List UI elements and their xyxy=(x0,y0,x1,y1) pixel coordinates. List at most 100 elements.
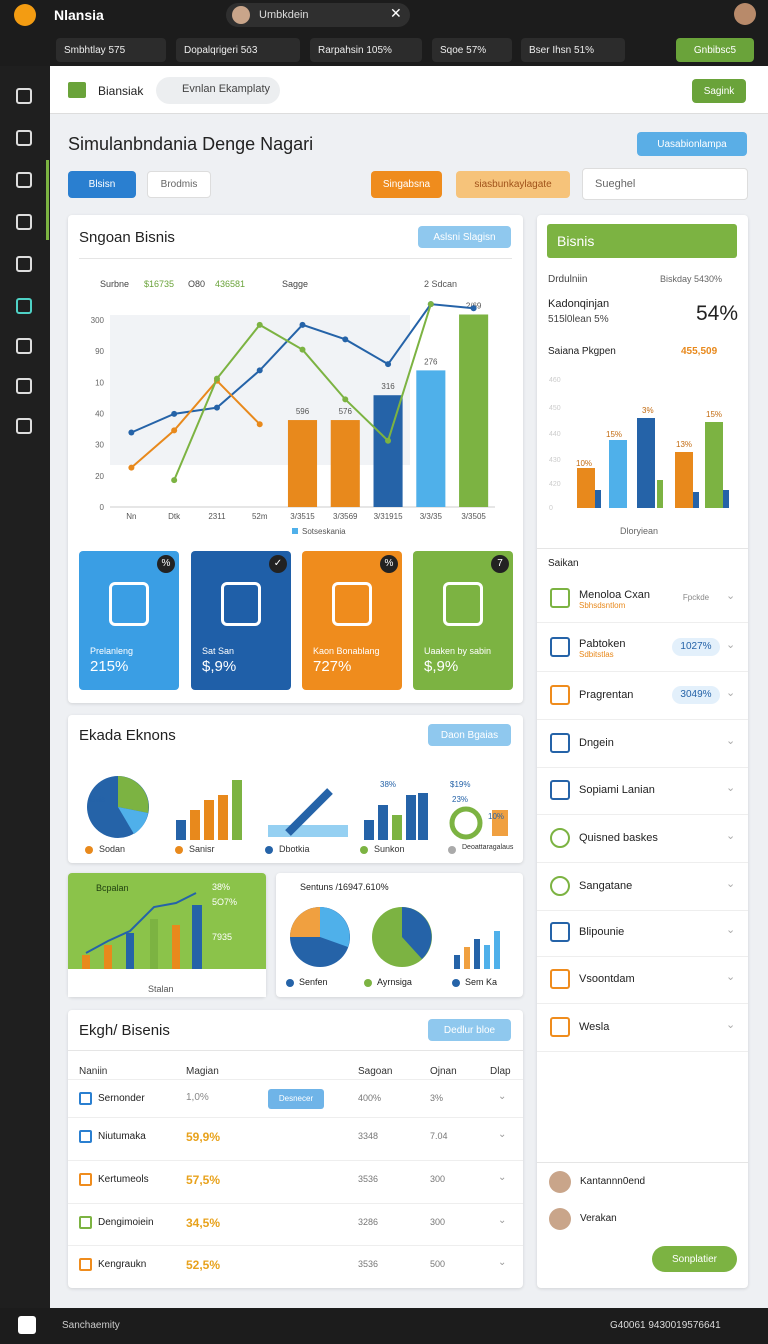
list-name[interactable]: Vsoontdam xyxy=(579,973,635,985)
bar xyxy=(459,314,489,507)
chevron[interactable]: ⌄ xyxy=(726,1019,736,1031)
card-title: Ekada Eknons xyxy=(79,727,176,744)
search[interactable]: Evnlan Ekamplaty xyxy=(156,77,280,104)
side-button[interactable]: Sonplatier xyxy=(652,1246,737,1272)
nav-icon[interactable] xyxy=(16,378,32,394)
side-mini-chart: 460 450 440 430 420 0 xyxy=(549,377,729,512)
list-name[interactable]: Pabtoken xyxy=(579,638,626,650)
chevron[interactable]: ⌄ xyxy=(726,590,736,602)
row-divider xyxy=(68,1245,523,1246)
filter[interactable]: Singabsna xyxy=(371,171,442,198)
list-icon[interactable] xyxy=(550,733,570,753)
card-button[interactable]: Aslsni Slagisn xyxy=(418,226,511,248)
ticker-button[interactable]: Gnbibsc5 xyxy=(676,38,754,62)
list-name[interactable]: Blipounie xyxy=(579,926,625,938)
chevron[interactable]: ⌄ xyxy=(498,1129,507,1140)
row-divider xyxy=(68,1203,523,1204)
legend-item: $16735 xyxy=(144,279,175,289)
list-icon[interactable] xyxy=(550,588,570,608)
list-divider xyxy=(537,1003,748,1004)
filter[interactable]: Blsisn xyxy=(68,171,136,198)
list-icon[interactable] xyxy=(550,1017,570,1037)
app-icon[interactable] xyxy=(14,4,36,26)
chevron[interactable]: ⌄ xyxy=(726,878,736,890)
nav-icon[interactable] xyxy=(16,298,32,314)
cell: 59,9% xyxy=(186,1130,221,1144)
page-title: Simulanbndania Denge Nagari xyxy=(68,134,314,154)
legend-dot xyxy=(85,846,93,854)
chevron[interactable]: ⌄ xyxy=(726,782,736,794)
chevron[interactable]: ⌄ xyxy=(498,1215,507,1226)
chevron[interactable]: ⌄ xyxy=(726,639,736,651)
ticker-chip[interactable]: Bser Ihsn 51% xyxy=(521,38,625,62)
tile-icon xyxy=(221,582,261,626)
tile-badge: % xyxy=(380,555,398,573)
header-button[interactable]: Sagink xyxy=(692,79,746,103)
chevron[interactable]: ⌄ xyxy=(726,735,736,747)
chevron[interactable]: ⌄ xyxy=(726,830,736,842)
nav-icon[interactable] xyxy=(16,130,32,146)
tile[interactable] xyxy=(302,551,402,690)
legend-dot xyxy=(265,846,273,854)
line-point xyxy=(427,301,434,308)
list-name[interactable]: Sangatane xyxy=(579,880,633,892)
list-tag: 3049% xyxy=(672,686,720,704)
tile-value: $,9% xyxy=(424,658,459,675)
nav-icon[interactable] xyxy=(16,214,32,230)
list-name[interactable]: Wesla xyxy=(579,1021,610,1033)
map-background xyxy=(110,315,410,465)
tile-icon xyxy=(332,582,372,626)
list-name[interactable]: Pragrentan xyxy=(579,689,634,701)
list-name[interactable]: Dngein xyxy=(579,737,614,749)
top-button[interactable]: Uasabionlampa xyxy=(637,132,747,156)
select[interactable]: Desnecer xyxy=(268,1089,324,1109)
ticker-chip[interactable]: Dopalqrigeri 5ō3 xyxy=(176,38,300,62)
chevron[interactable]: ⌄ xyxy=(726,924,736,936)
tile[interactable] xyxy=(79,551,179,690)
tab-label: Umbkdein xyxy=(259,9,309,21)
list-name[interactable]: Menoloa Cxan xyxy=(579,589,650,601)
row-icon xyxy=(79,1258,92,1271)
list-divider xyxy=(537,622,748,623)
tab[interactable] xyxy=(226,3,410,27)
list-icon[interactable] xyxy=(550,780,570,800)
legend-dot xyxy=(364,979,372,987)
line-point xyxy=(385,361,392,368)
chevron[interactable]: ⌄ xyxy=(726,971,736,983)
nav-icon[interactable] xyxy=(16,256,32,272)
list-tag: 1027% xyxy=(672,638,720,656)
list-icon[interactable] xyxy=(550,637,570,657)
user-avatar[interactable] xyxy=(734,3,756,25)
x-tick-label: 3/3515 xyxy=(290,512,315,521)
nav-icon[interactable] xyxy=(16,88,32,104)
nav-icon[interactable] xyxy=(16,418,32,434)
nav-icon[interactable] xyxy=(16,172,32,188)
filter[interactable]: Brodmis xyxy=(147,171,211,198)
ticker-chip[interactable]: Smbhtlay 575 xyxy=(56,38,166,62)
mini-label: 15% xyxy=(706,410,723,419)
chevron[interactable]: ⌄ xyxy=(498,1172,507,1183)
list-icon[interactable] xyxy=(550,876,570,896)
list-icon[interactable] xyxy=(550,828,570,848)
bar-label: 596 xyxy=(296,407,310,416)
table-button[interactable]: Dedlur bloe xyxy=(428,1019,511,1041)
list-icon[interactable] xyxy=(550,969,570,989)
nav-icon[interactable] xyxy=(16,338,32,354)
list-icon[interactable] xyxy=(550,685,570,705)
list-divider xyxy=(537,767,748,768)
section-label: Saiana Pkgpen xyxy=(548,346,616,357)
tile[interactable] xyxy=(191,551,291,690)
filter[interactable]: siasbunkaylagate xyxy=(456,171,570,198)
chevron[interactable]: ⌄ xyxy=(498,1257,507,1268)
ticker-chip[interactable]: Sqoe 57% xyxy=(432,38,512,62)
card-button[interactable]: Daon Bgaias xyxy=(428,724,511,746)
list-icon[interactable] xyxy=(550,922,570,942)
close-icon[interactable]: ✕ xyxy=(390,5,402,21)
search-field[interactable]: Sueghel xyxy=(582,168,748,200)
list-name[interactable]: Sopiami Lanian xyxy=(579,784,655,796)
list-name[interactable]: Quisned baskes xyxy=(579,832,658,844)
ticker-chip[interactable]: Rarpahsin 105% xyxy=(310,38,422,62)
tile[interactable] xyxy=(413,551,513,690)
chevron[interactable]: ⌄ xyxy=(498,1091,507,1102)
chevron[interactable]: ⌄ xyxy=(726,687,736,699)
